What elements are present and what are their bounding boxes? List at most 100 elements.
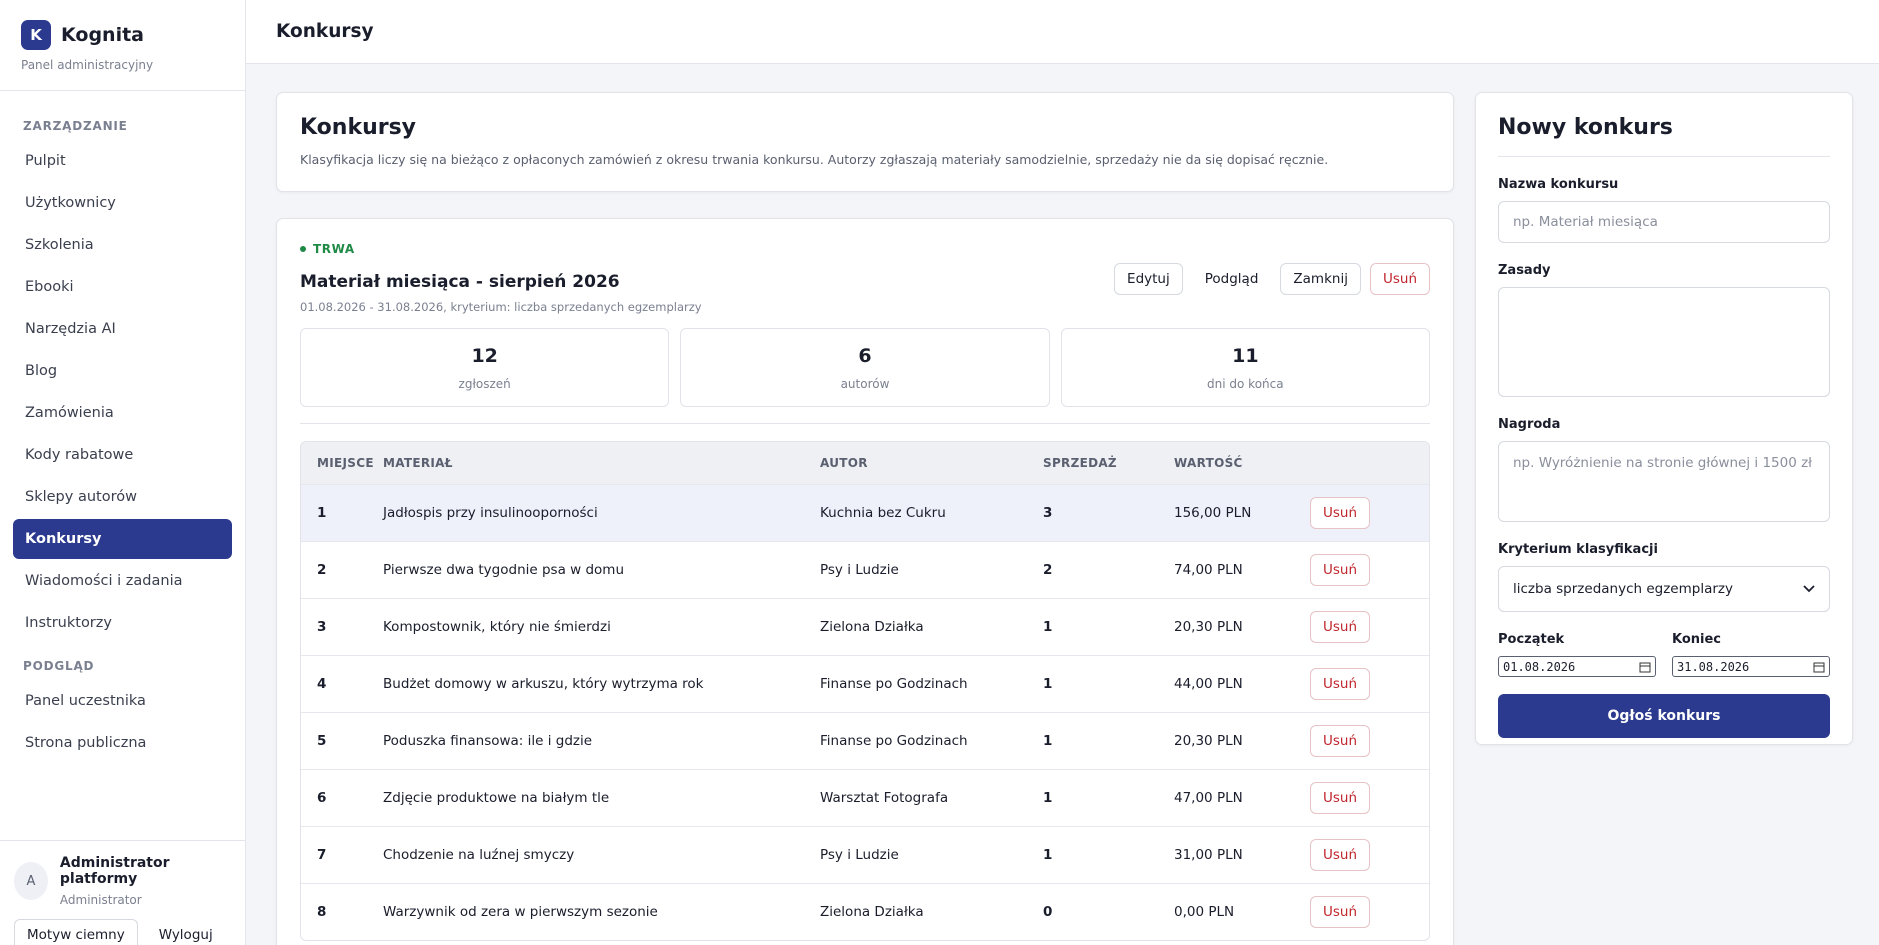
name-input[interactable]: np. Materiał miesiąca: [1498, 201, 1830, 243]
select-value: liczba sprzedanych egzemplarzy: [1513, 581, 1733, 597]
status: TRWA: [300, 242, 1430, 256]
stat-value: 11: [1232, 345, 1259, 367]
logo: K: [21, 20, 51, 50]
remove-button[interactable]: Usuń: [1310, 497, 1371, 529]
table-row: 2 Pierwsze dwa tygodnie psa w domu Psy i L…: [301, 541, 1429, 598]
nav-item[interactable]: Kody rabatowe: [25, 447, 134, 463]
label: Kryterium klasyfikacji: [1498, 542, 1658, 557]
remove-button[interactable]: Usuń: [1310, 668, 1371, 700]
user-name: Administrator platformy: [59, 855, 170, 887]
dates: Początek 01.08.2026 Koniec 31.08.2026: [1498, 612, 1830, 677]
chevron: [1803, 585, 1815, 593]
cell: 4: [317, 676, 327, 692]
intro-text: Klasyfikacja liczy się na bieżąco z opła…: [300, 152, 1329, 167]
contest-meta: 01.08.2026 - 31.08.2026, kryterium: licz…: [300, 300, 702, 314]
nav-item[interactable]: Blog: [25, 363, 58, 379]
brand-row: K Kognita: [21, 20, 224, 50]
stat-box: 12 zgłoszeń: [300, 328, 670, 407]
intro-card: Konkursy Klasyfikacja liczy się na bieżą…: [276, 92, 1454, 192]
rules-textarea[interactable]: [1498, 287, 1830, 397]
form-title: Nowy konkurs: [1498, 115, 1830, 157]
remove-button[interactable]: Usuń: [1310, 782, 1371, 814]
actions: Edytuj Podgląd Zamknij Usuń: [1114, 263, 1430, 295]
cell: Budżet domowy w arkuszu, który wytrzyma …: [383, 676, 704, 692]
nav-item[interactable]: Pulpit: [25, 153, 66, 169]
cell: 0: [1043, 904, 1053, 920]
cell: Kuchnia bez Cukru: [820, 505, 946, 521]
remove-button[interactable]: Usuń: [1310, 725, 1371, 757]
criterion-select[interactable]: liczba sprzedanych egzemplarzy: [1498, 566, 1830, 612]
action-button[interactable]: Zamknij: [1280, 263, 1361, 295]
remove-button[interactable]: Usuń: [1310, 554, 1371, 586]
stat-label: autorów: [840, 377, 890, 391]
cell: 1: [1043, 790, 1053, 806]
action-button[interactable]: Edytuj: [1114, 263, 1183, 295]
cell: Usuń: [1310, 782, 1429, 814]
end-field: Koniec 31.08.2026: [1672, 612, 1830, 677]
nav-item[interactable]: Wiadomości i zadania: [25, 573, 183, 589]
nav-item[interactable]: Ebooki: [25, 279, 74, 295]
cell: Chodzenie na luźnej smyczy: [383, 847, 575, 863]
action-button[interactable]: Usuń: [1369, 263, 1430, 295]
column-header: MATERIAŁ: [383, 456, 453, 470]
nav-item[interactable]: Konkursy: [13, 519, 232, 559]
new-contest-form: Nowy konkurs Nazwa konkursu np. Materiał…: [1475, 92, 1853, 745]
cell: 1: [1043, 847, 1053, 863]
nav-item[interactable]: Zamówienia: [25, 405, 114, 421]
brand: K Kognita Panel administracyjny: [0, 0, 245, 91]
cell: Finanse po Godzinach: [820, 676, 968, 692]
user-info: Administrator platformy Administrator: [60, 855, 231, 907]
brand-name: Kognita: [61, 24, 144, 46]
submit-button[interactable]: Ogłoś konkurs: [1498, 694, 1830, 738]
cell: 2: [1043, 562, 1053, 578]
contest-title: Materiał miesiąca - sierpień 2026: [300, 272, 620, 292]
nav-item[interactable]: Panel uczestnika: [25, 693, 146, 709]
intro-title: Konkursy: [300, 115, 417, 140]
cell: Warsztat Fotografa: [820, 790, 949, 806]
prize-textarea[interactable]: np. Wyróżnienie na stronie głównej i 150…: [1498, 441, 1830, 522]
stat-label: dni do końca: [1207, 377, 1284, 391]
start-input[interactable]: 01.08.2026: [1498, 656, 1656, 677]
status-text: TRWA: [313, 242, 355, 256]
cell: 44,00 PLN: [1174, 676, 1243, 692]
cell: Zdjęcie produktowe na białym tle: [383, 790, 610, 806]
stats: 12 zgłoszeń 6 autorów 11 dni do końca: [300, 328, 1430, 407]
cell: 3: [1043, 505, 1053, 521]
cell: Kompostownik, który nie śmierdzi: [383, 619, 611, 635]
remove-button[interactable]: Usuń: [1310, 611, 1371, 643]
theme-button[interactable]: Motyw ciemny: [14, 919, 138, 945]
stat-box: 6 autorów: [680, 328, 1050, 407]
remove-button[interactable]: Usuń: [1310, 896, 1371, 928]
avatar: A: [14, 862, 48, 900]
nav-item[interactable]: Instruktorzy: [25, 615, 112, 631]
cell: Usuń: [1310, 611, 1429, 643]
label: Początek: [1498, 632, 1565, 647]
cell: Usuń: [1310, 497, 1429, 529]
action-button[interactable]: Podgląd: [1191, 263, 1272, 295]
nav-item[interactable]: Sklepy autorów: [25, 489, 137, 505]
cell: 8: [317, 904, 327, 920]
nav-item[interactable]: Strona publiczna: [25, 735, 147, 751]
cell: Usuń: [1310, 668, 1429, 700]
cell: 1: [1043, 619, 1053, 635]
label: Nazwa konkursu: [1498, 177, 1619, 192]
topbar: Konkursy: [246, 0, 1879, 64]
end-input[interactable]: 31.08.2026: [1672, 656, 1830, 677]
nav-item[interactable]: Szkolenia: [25, 237, 94, 253]
logout-button[interactable]: Wyloguj: [145, 919, 226, 945]
cell: Usuń: [1310, 725, 1429, 757]
table-row: 8 Warzywnik od zera w pierwszym sezonie Zi…: [301, 883, 1429, 940]
column-header: SPRZEDAŻ: [1043, 456, 1117, 470]
label: Zasady: [1498, 263, 1551, 278]
nav-item[interactable]: Użytkownicy: [25, 195, 116, 211]
cell: Usuń: [1310, 554, 1429, 586]
ranking-table: MIEJSCE MATERIAŁ AUTOR SPRZEDAŻ WARTOŚĆ 1 Jadł…: [300, 441, 1430, 941]
cell: 1: [317, 505, 327, 521]
divider: [300, 423, 1430, 424]
cell: Finanse po Godzinach: [820, 733, 968, 749]
nav-item[interactable]: Narzędzia AI: [25, 321, 116, 337]
remove-button[interactable]: Usuń: [1310, 839, 1371, 871]
stat-box: 11 dni do końca: [1060, 328, 1430, 407]
date-value: 01.08.2026: [1503, 659, 1576, 674]
calendar-icon: [1813, 662, 1825, 672]
